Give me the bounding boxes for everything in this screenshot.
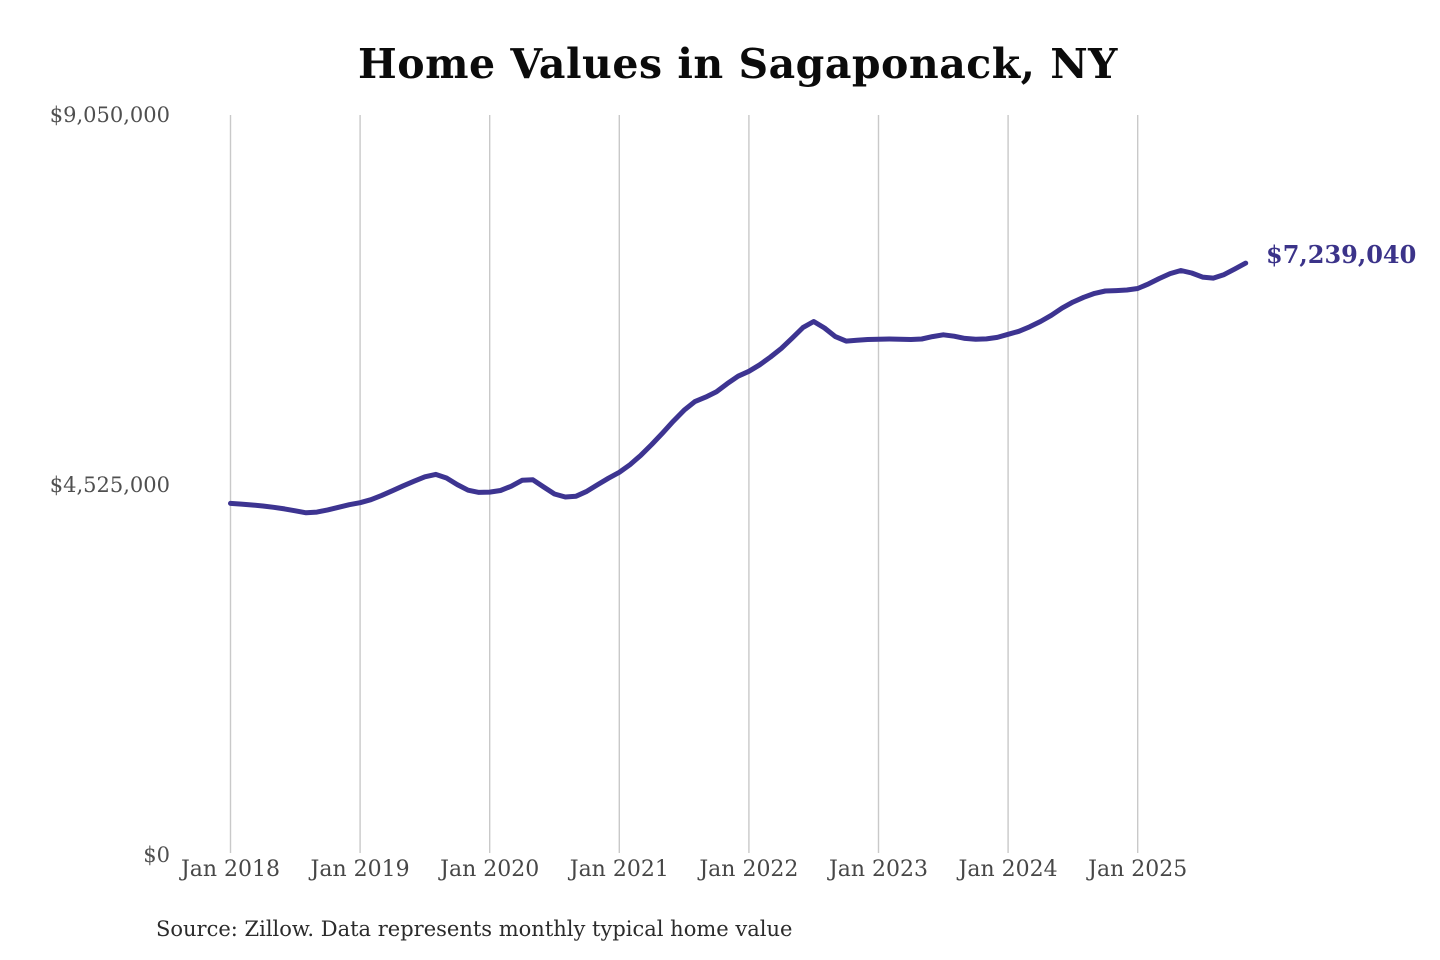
y-tick-label: $4,525,000 [49, 473, 170, 497]
x-tick-label: Jan 2022 [699, 857, 799, 882]
chart-title: Home Values in Sagaponack, NY [358, 40, 1118, 88]
source-note: Source: Zillow. Data represents monthly … [156, 917, 793, 941]
x-tick-label: Jan 2025 [1088, 857, 1188, 882]
x-tick-label: Jan 2019 [310, 857, 410, 882]
y-tick-label: $9,050,000 [49, 103, 170, 127]
x-tick-label: Jan 2018 [180, 857, 281, 882]
home-value-line [228, 260, 1249, 516]
x-tick-label: Jan 2023 [828, 857, 929, 882]
latest-value-label: $7,239,040 [1266, 240, 1417, 269]
y-tick-label: $0 [143, 843, 170, 867]
x-tick-label: Jan 2024 [958, 857, 1058, 882]
x-tick-label: Jan 2020 [440, 857, 540, 882]
x-tick-label: Jan 2021 [569, 857, 669, 882]
